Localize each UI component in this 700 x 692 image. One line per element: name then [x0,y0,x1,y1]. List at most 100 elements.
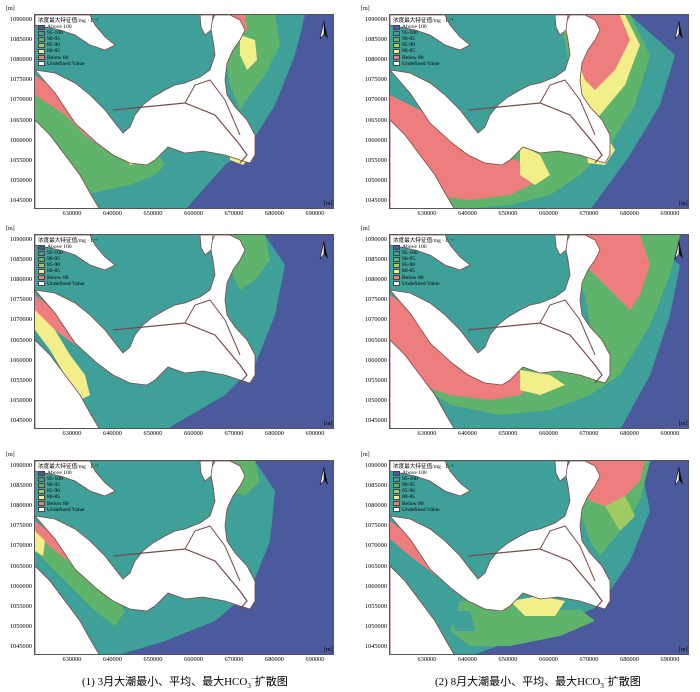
legend-label: 95-100 [47,476,63,483]
legend-entry: 80-85 [393,48,454,54]
y-tick-label: 1050000 [9,396,32,404]
x-unit-label: [m] [679,201,688,207]
legend-label: 90-95 [47,482,61,489]
concentration-map [390,15,688,208]
legend-label: 95-100 [47,250,63,257]
legend-entry: Above 100 [393,24,454,30]
legend-swatch [38,488,45,494]
y-tick-label: 1050000 [9,622,32,630]
legend-label: 85-90 [47,42,61,49]
legend-swatch [393,269,400,275]
legend-entry: 85-90 [393,488,454,494]
x-tick-label: 630000 [417,656,437,663]
legend-entry: 90-95 [38,256,99,262]
y-tick-label: 1090000 [364,16,387,23]
legend-label: Undefined Value [402,506,440,513]
y-unit-label: [m] [6,452,15,458]
x-tick-label: 680000 [620,210,639,217]
y-tick-label: 1060000 [364,136,387,144]
concentration-zone [168,235,333,428]
map-panel-aug-avg: [m] 浓度最大特征值/mg · L⁻¹ Above 100 95-100 90-95 8… [355,226,689,437]
legend-label: 80-85 [402,494,416,501]
x-tick-label: 650000 [143,656,163,663]
x-tick-label: 680000 [620,656,639,663]
map-plot: 浓度最大特征值/mg · L⁻¹ Above 100 95-100 90-95 85-9… [34,14,334,209]
legend-entry: 90-95 [38,36,99,42]
legend-entry: Above 100 [38,470,99,476]
land-area [35,339,100,428]
map-panel-mar-max: [m] 浓度最大特征值/mg · L⁻¹ Above 100 95-100 90-95 8… [0,452,334,663]
legend-label: Above 100 [402,24,427,31]
y-unit-label: [m] [361,6,370,12]
north-arrow-icon [319,467,329,485]
legend-entry: Above 100 [38,244,99,250]
y-tick-label: 1085000 [364,482,387,490]
north-arrow-icon [319,21,329,39]
concentration-zone [591,15,688,208]
legend-swatch [393,488,400,494]
y-tick-label: 1090000 [9,16,32,23]
y-tick-label: 1085000 [364,36,387,44]
legend-swatch [38,269,45,275]
x-tick-label: 630000 [62,430,82,437]
y-tick-label: 1080000 [9,56,32,64]
legend-title: 浓度最大特征值/mg · L⁻¹ [38,238,99,244]
channel-line [184,299,241,356]
y-tick-label: 1080000 [364,502,387,510]
legend-swatch [38,61,45,67]
concentration-map [390,235,688,428]
legend-entry: 90-95 [393,256,454,262]
x-tick-label: 630000 [417,430,437,437]
y-tick-label: 1060000 [364,356,387,364]
map-plot: 浓度最大特征值/mg · L⁻¹ Above 100 95-100 90-95 85-9… [389,460,689,655]
legend-entry: Below 80 [38,55,99,61]
land-area [35,461,256,612]
y-tick-label: 1070000 [364,96,387,104]
legend-label: 90-95 [402,482,416,489]
legend-swatch [393,482,400,488]
legend-entry: 80-85 [38,48,99,54]
x-tick-label: 650000 [143,430,163,437]
legend-label: 80-85 [402,268,416,275]
legend-entry: 90-95 [393,36,454,42]
legend-swatch [38,470,45,476]
legend-entry: 95-100 [38,476,99,482]
y-tick-label: 1055000 [364,376,387,384]
channel-line [539,525,596,582]
channel-line [184,525,241,582]
legend-swatch [393,476,400,482]
x-tick-label: 690000 [305,656,325,663]
channel-line [467,322,603,384]
x-tick-label: 680000 [620,430,639,437]
land-area [390,461,611,612]
x-tick-label: 640000 [458,656,477,663]
x-tick-label: 660000 [539,430,558,437]
y-tick-label: 1090000 [364,462,387,469]
land-area [35,119,100,208]
legend-entry: Undefined Value [393,281,454,287]
concentration-zone [121,461,333,654]
x-tick-label: 670000 [224,210,244,217]
legend-entry: 80-85 [38,268,99,274]
y-tick-label: 1075000 [9,76,32,84]
x-tick-label: 680000 [265,430,284,437]
legend-label: Above 100 [402,470,427,477]
x-tick-label: 660000 [539,210,558,217]
legend-swatch [38,482,45,488]
map-plot: 浓度最大特征值/mg · L⁻¹ Above 100 95-100 90-95 85-9… [389,234,689,429]
concentration-zone [450,601,595,646]
legend-swatch [38,24,45,30]
legend-swatch [38,30,45,36]
legend-entry: Undefined Value [38,507,99,513]
legend-entry: Below 80 [393,501,454,507]
x-tick-label: 650000 [143,210,163,217]
y-tick-label: 1070000 [364,542,387,550]
channel-line [467,548,603,610]
legend-swatch [393,49,400,55]
legend-swatch [38,55,45,61]
x-tick-label: 670000 [579,210,599,217]
legend-entry: Below 80 [393,55,454,61]
y-tick-label: 1065000 [9,336,32,344]
x-tick-label: 640000 [103,656,122,663]
concentration-map [35,461,333,654]
